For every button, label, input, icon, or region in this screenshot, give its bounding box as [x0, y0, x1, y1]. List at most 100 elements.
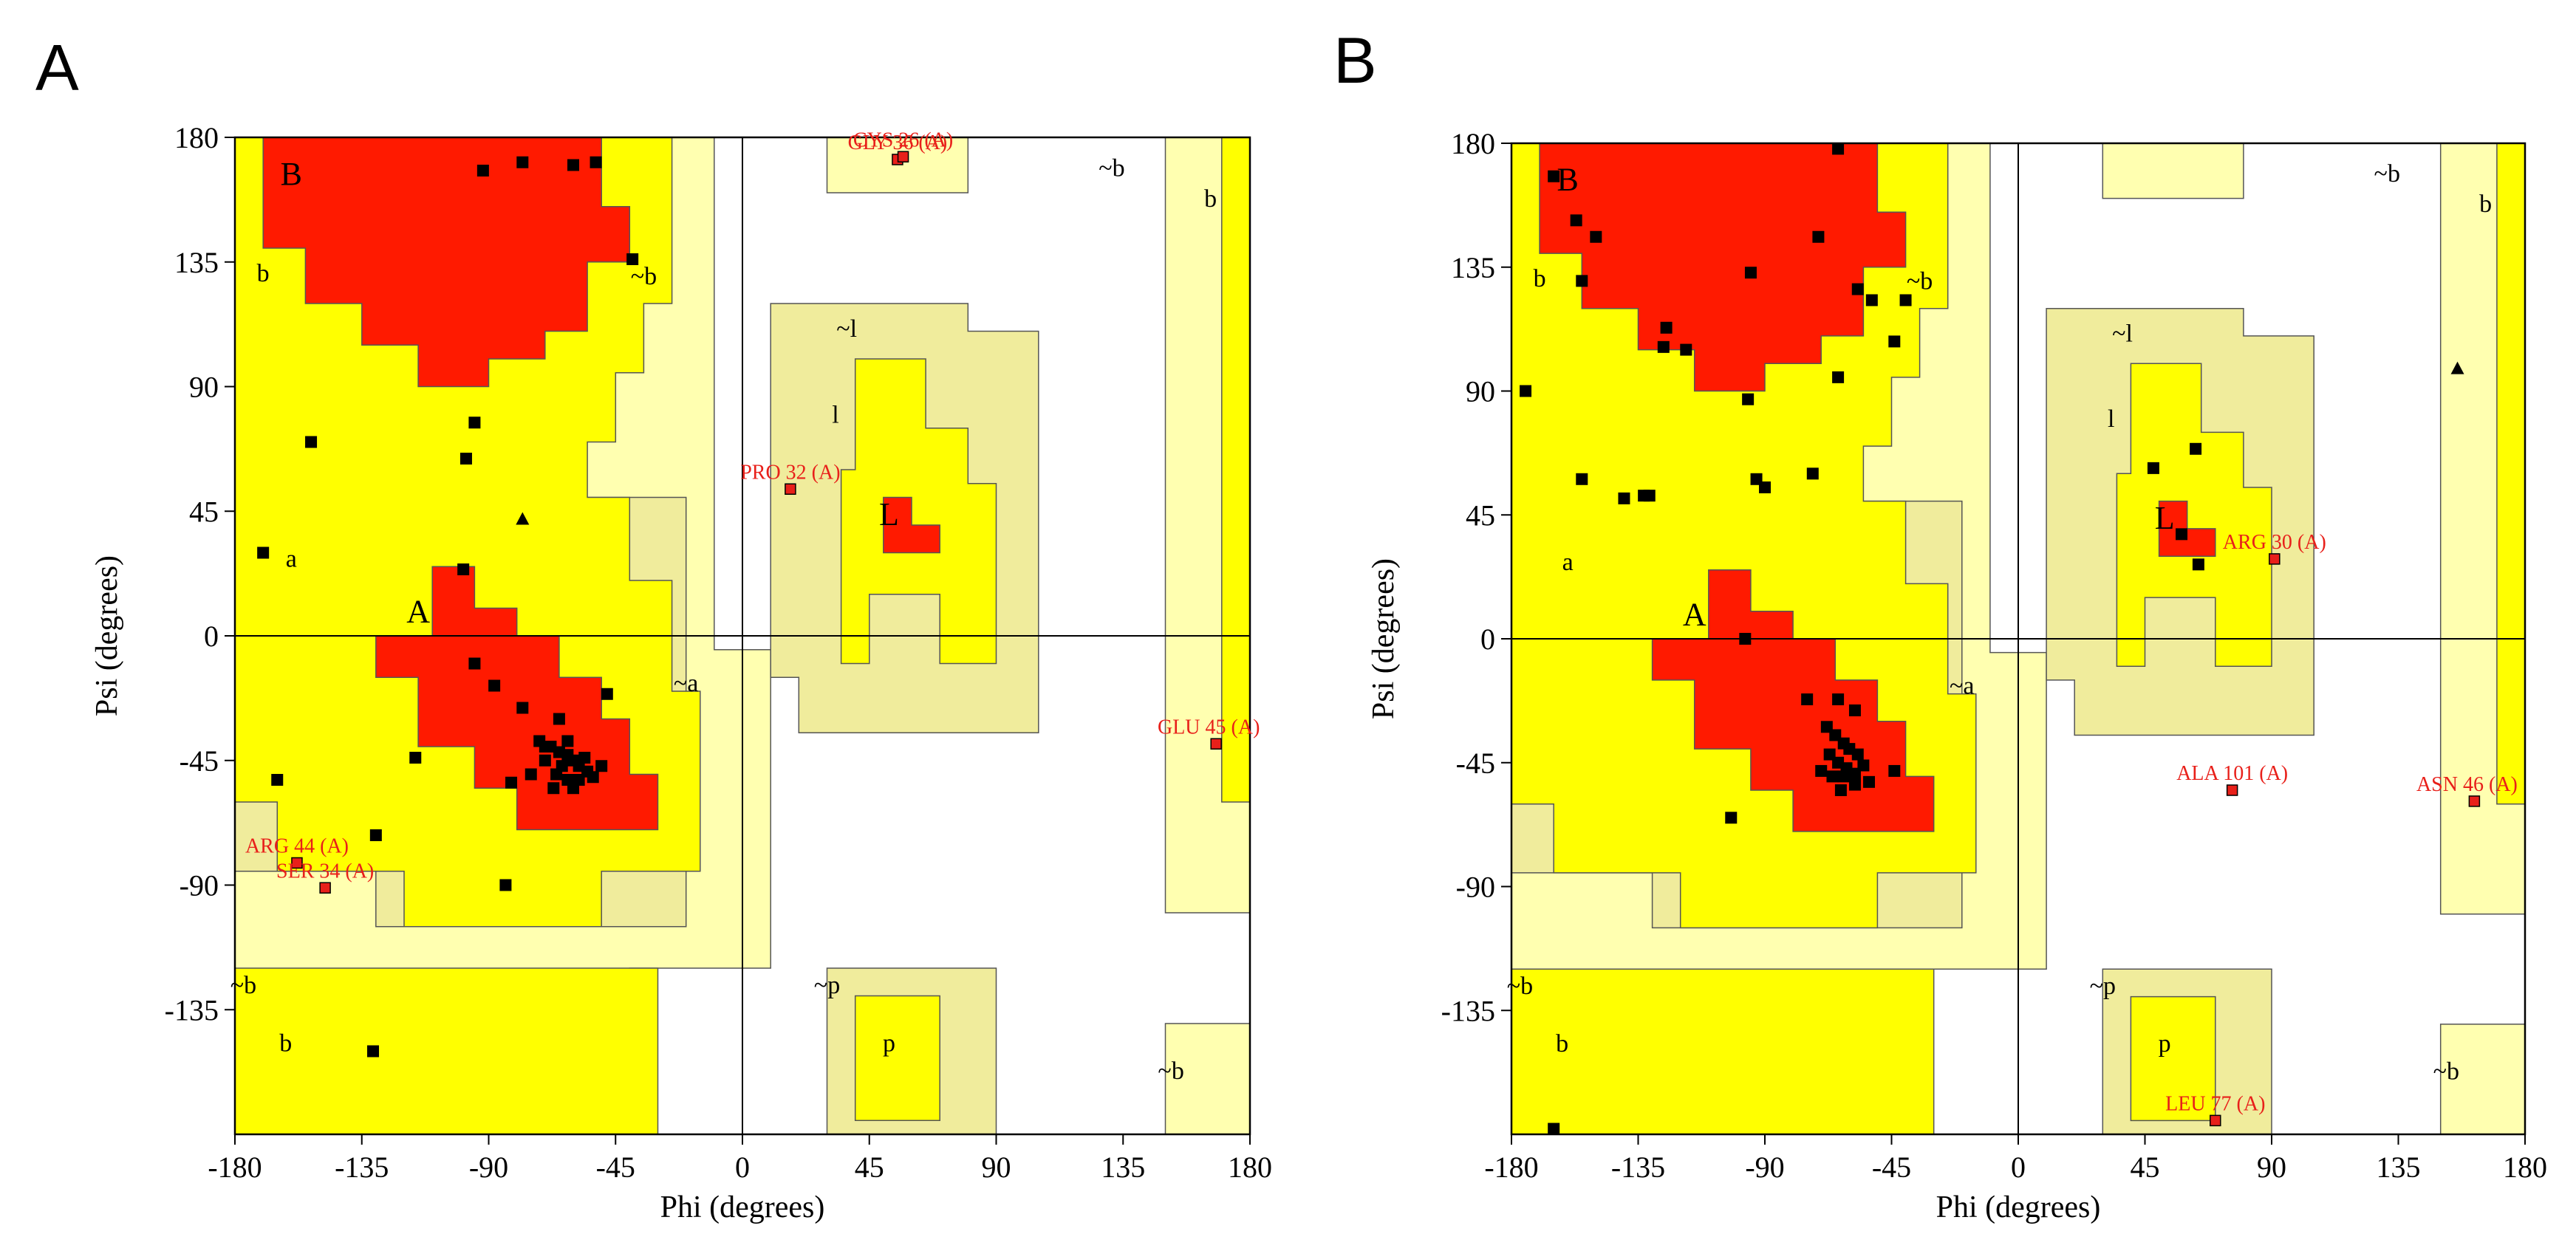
- region-allowed-4: [1221, 137, 1251, 803]
- x-axis-label: Phi (degrees): [660, 1190, 825, 1224]
- x-tick-label: 0: [2011, 1151, 2026, 1184]
- outlier-label: ARG 44 (A): [245, 835, 349, 858]
- x-tick-label: -45: [1872, 1151, 1911, 1184]
- x-tick-label: 45: [2131, 1151, 2160, 1184]
- region-label-tilde_b-2: ~b: [1907, 268, 1933, 295]
- outlier-point: [319, 882, 331, 894]
- region-label-b-14: b: [279, 1030, 292, 1058]
- outlier-point: [2226, 784, 2238, 796]
- residue-point: [1744, 267, 1757, 279]
- region-label-tilde_a-7: ~a: [1950, 673, 1975, 700]
- residue-point: [1812, 230, 1825, 243]
- residue-point: [516, 702, 529, 714]
- residue-point: [1576, 275, 1588, 287]
- residue-point: [567, 782, 579, 795]
- y-axis-label: Psi (degrees): [90, 555, 124, 716]
- residue-point: [1865, 294, 1878, 306]
- region-label-tilde_p-12: ~p: [2090, 973, 2116, 1000]
- region-label-tilde_a-7: ~a: [674, 670, 699, 697]
- residue-point: [257, 546, 270, 559]
- y-tick-label: -90: [1456, 871, 1495, 904]
- y-tick-label: -135: [165, 993, 219, 1026]
- residue-point: [468, 657, 481, 670]
- region-allowed-2: [1511, 968, 1935, 1135]
- panel-letter-a: A: [35, 31, 79, 104]
- outlier-label: ARG 30 (A): [2223, 531, 2326, 554]
- region-label-b-1: b: [257, 260, 270, 287]
- residue-point: [1643, 490, 1656, 502]
- region-label-l-9: l: [2108, 405, 2114, 433]
- outlier-point: [2468, 795, 2481, 807]
- residue-point: [1660, 321, 1673, 334]
- residue-point: [1618, 492, 1630, 504]
- residue-point: [305, 436, 318, 448]
- residue-point: [1834, 784, 1847, 797]
- x-tick-label: -90: [1745, 1151, 1784, 1184]
- region-allowed-1: [2116, 363, 2272, 668]
- glycine-point: [2450, 361, 2464, 374]
- region-core-2: [883, 496, 940, 554]
- region-label-tilde_b-2: ~b: [631, 263, 657, 290]
- outlier-label: GLY 36 (A): [848, 131, 948, 154]
- x-tick-label: 180: [2503, 1151, 2547, 1184]
- x-tick-label: -180: [1484, 1151, 1538, 1184]
- region-label-b-3: b: [2479, 191, 2492, 218]
- residue-point: [505, 776, 518, 789]
- residue-point: [539, 754, 551, 767]
- ramachandran-plot-a: Bb ~bb~bAa~aLl~lp~p~bb~b-180 -135 -90 -45 0 45…: [90, 121, 1272, 1224]
- y-tick-label: 135: [174, 246, 219, 279]
- region-allowed-3: [854, 995, 940, 1122]
- region-label-a-6: a: [286, 545, 297, 572]
- region-label-tilde_b-15: ~b: [1158, 1058, 1183, 1085]
- residue-point: [590, 156, 602, 168]
- y-tick-label: 90: [1466, 375, 1495, 408]
- x-tick-label: -180: [208, 1151, 262, 1184]
- residue-point: [547, 782, 560, 795]
- residue-point: [1548, 1123, 1560, 1135]
- panel-letter-b: B: [1333, 24, 1377, 97]
- x-tick-label: -135: [335, 1151, 389, 1184]
- residue-point: [369, 829, 382, 841]
- residue-point: [1680, 343, 1692, 356]
- residue-point: [578, 752, 591, 764]
- residue-point: [1832, 693, 1845, 706]
- y-axis-label: Psi (degrees): [1367, 558, 1401, 719]
- outlier-label: CYS 26 (A): [853, 128, 953, 151]
- residue-point: [1806, 467, 1819, 480]
- residue-point: [2190, 442, 2202, 455]
- outlier-point: [897, 151, 909, 162]
- region-label-p-11: p: [883, 1030, 895, 1058]
- y-tick-label: -135: [1441, 994, 1495, 1027]
- region-label-B-0: B: [1557, 161, 1579, 197]
- residue-point: [1548, 170, 1560, 182]
- region-label-tilde_b-4: ~b: [2374, 160, 2400, 188]
- residue-point: [601, 688, 613, 700]
- residue-point: [476, 165, 489, 176]
- residue-point: [2192, 558, 2204, 571]
- residue-point: [587, 771, 599, 784]
- region-core-0: [1539, 143, 1907, 392]
- residue-point: [1520, 385, 1532, 397]
- residue-point: [550, 768, 563, 781]
- x-tick-label: 90: [982, 1151, 1011, 1184]
- region-label-L-8: L: [879, 496, 899, 532]
- residue-point: [561, 735, 574, 747]
- residue-point: [539, 741, 551, 753]
- x-tick-label: -135: [1611, 1151, 1665, 1184]
- outlier-label: LEU 77 (A): [2165, 1092, 2265, 1115]
- x-tick-label: -90: [469, 1151, 508, 1184]
- residue-point: [1863, 775, 1876, 788]
- region-allowed-1: [840, 358, 997, 665]
- region-label-tilde_b-15: ~b: [2433, 1058, 2459, 1085]
- x-tick-label: 90: [2257, 1151, 2286, 1184]
- region-label-A-5: A: [406, 593, 430, 629]
- residue-point: [1851, 283, 1864, 295]
- outlier-label: SER 34 (A): [276, 860, 374, 882]
- region-label-b-3: b: [1204, 185, 1217, 213]
- residue-point: [1857, 759, 1870, 772]
- y-tick-label: 135: [1451, 251, 1495, 284]
- residue-point: [1739, 633, 1752, 645]
- x-axis-label: Phi (degrees): [1936, 1190, 2101, 1224]
- outlier-label: ASN 46 (A): [2416, 773, 2518, 796]
